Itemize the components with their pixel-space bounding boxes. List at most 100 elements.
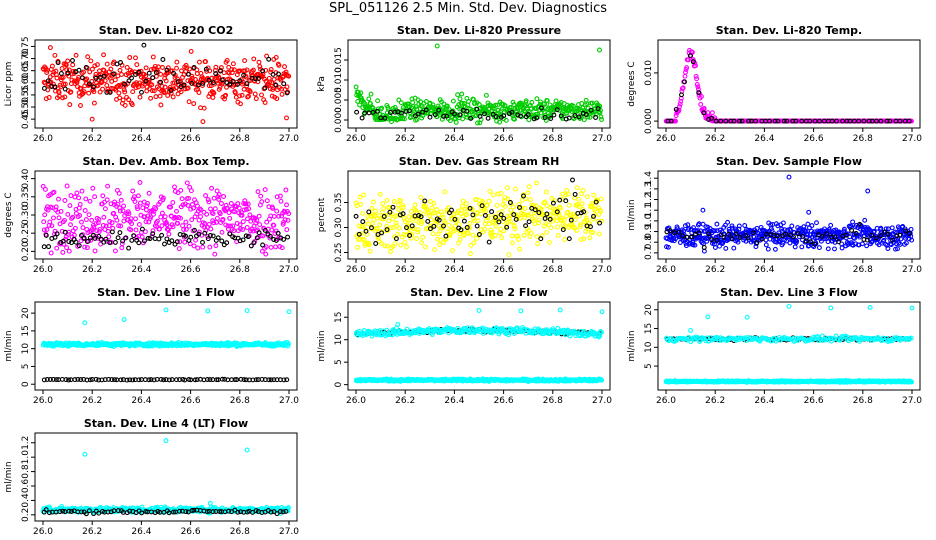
data-point	[219, 238, 225, 244]
data-point	[216, 192, 222, 198]
data-point	[369, 205, 375, 211]
data-point	[578, 114, 584, 120]
data-point	[358, 90, 364, 96]
data-point	[181, 227, 187, 232]
data-point	[507, 219, 513, 224]
x-tick-label: 26.6	[494, 265, 514, 275]
data-point	[270, 205, 276, 211]
data-point	[78, 86, 84, 92]
data-point	[678, 98, 684, 104]
data-point	[400, 211, 406, 217]
data-point	[47, 45, 53, 51]
data-point	[254, 235, 260, 241]
y-tick-label: 0.005	[334, 87, 344, 113]
data-point	[70, 62, 76, 68]
data-point	[408, 114, 414, 120]
chart-title: Stan. Dev. Line 1 Flow	[97, 286, 235, 299]
data-point	[474, 235, 480, 241]
data-point	[373, 241, 379, 246]
data-point	[498, 212, 504, 218]
data-point	[412, 202, 418, 208]
data-point	[363, 228, 369, 234]
data-point	[763, 237, 769, 243]
data-point	[498, 190, 504, 196]
data-point	[407, 233, 413, 238]
data-point	[74, 79, 80, 85]
data-point	[153, 70, 159, 75]
data-point	[161, 90, 167, 96]
data-point	[153, 94, 159, 100]
data-point	[157, 93, 163, 99]
x-tick-label: 26.8	[230, 396, 250, 406]
data-point	[390, 216, 395, 222]
data-point	[404, 225, 409, 231]
data-point	[262, 85, 268, 91]
data-point	[501, 198, 507, 204]
data-point	[590, 216, 596, 222]
data-point	[89, 78, 95, 84]
data-point	[60, 75, 66, 80]
y-tick-label: 0.75	[21, 36, 31, 56]
data-point	[486, 239, 492, 245]
x-tick-label: 26.6	[804, 396, 824, 406]
y-tick-label: 0	[21, 381, 31, 387]
data-point	[471, 240, 477, 246]
data-point	[118, 60, 123, 65]
chart-title: Stan. Dev. Li-820 CO2	[99, 24, 234, 37]
data-point	[105, 228, 111, 234]
data-point	[79, 233, 84, 238]
data-point	[420, 234, 426, 240]
data-point	[528, 211, 534, 217]
data-point	[508, 207, 514, 213]
data-point	[268, 67, 274, 72]
data-point	[105, 183, 111, 189]
data-point	[72, 225, 78, 231]
data-point	[240, 219, 246, 225]
data-point	[693, 73, 699, 79]
data-point	[701, 106, 707, 111]
data-point	[446, 222, 452, 228]
data-point	[151, 211, 156, 217]
data-point	[45, 207, 51, 213]
x-tick-label: 27.0	[279, 134, 299, 144]
data-point	[763, 242, 769, 248]
data-point	[200, 80, 206, 86]
data-point	[469, 206, 475, 212]
data-point	[164, 236, 170, 242]
data-point	[162, 241, 167, 247]
data-point	[269, 227, 275, 233]
data-point	[68, 222, 73, 228]
data-point	[211, 220, 217, 226]
data-point	[58, 71, 64, 76]
data-point	[584, 194, 590, 200]
data-point	[111, 210, 117, 216]
data-point	[158, 102, 164, 108]
data-point	[415, 229, 421, 235]
data-point	[162, 84, 168, 90]
data-point	[856, 118, 862, 124]
data-point	[226, 210, 232, 216]
data-point	[700, 207, 706, 213]
x-tick-label: 26.4	[754, 134, 774, 144]
data-point	[398, 110, 404, 116]
data-point	[538, 236, 544, 242]
data-point	[100, 222, 106, 228]
data-point	[200, 119, 206, 125]
data-point	[128, 216, 134, 222]
x-tick-label: 26.8	[230, 265, 250, 275]
data-point	[402, 239, 408, 245]
data-point	[129, 75, 134, 81]
y-axis-label: ml/min	[317, 330, 327, 361]
data-point	[203, 66, 209, 72]
data-point	[410, 216, 415, 222]
data-point	[593, 199, 599, 205]
data-point	[141, 238, 147, 244]
data-point	[262, 227, 268, 233]
data-point	[227, 215, 233, 221]
x-tick-label: 27.0	[592, 265, 612, 275]
x-tick-label: 26.0	[33, 134, 53, 144]
data-point	[392, 241, 398, 247]
y-tick-label: 5	[334, 359, 344, 365]
data-point	[76, 243, 82, 249]
